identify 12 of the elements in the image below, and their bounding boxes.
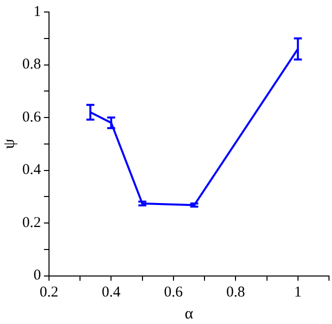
y-axis-title: ψ xyxy=(0,138,18,149)
x-axis-title: α xyxy=(184,306,194,323)
x-tick-label: 1 xyxy=(294,284,302,301)
x-tick-label: 0.4 xyxy=(102,284,122,301)
y-tick-label: 0.4 xyxy=(22,162,42,178)
y-tick-label: 0.6 xyxy=(22,109,42,126)
y-tick-label: 0.8 xyxy=(22,56,41,73)
y-tick-label: 0.2 xyxy=(22,214,41,231)
y-tick-label: 1 xyxy=(33,4,41,20)
y-tick-label: 0 xyxy=(33,268,41,284)
x-tick-label: 0.6 xyxy=(164,284,184,301)
x-tick-label: 0.8 xyxy=(226,284,246,301)
